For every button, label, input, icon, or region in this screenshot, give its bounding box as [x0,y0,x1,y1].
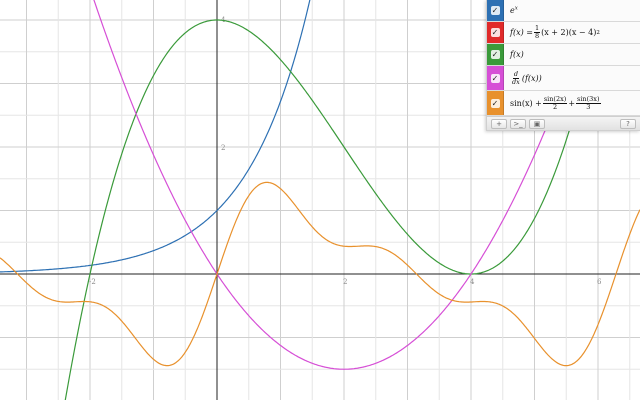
expression-toolbar: + >_ ▣ ? [487,116,640,130]
expression-color-swatch[interactable]: ✓ [487,22,504,43]
check-icon[interactable]: ✓ [490,6,500,15]
check-icon[interactable]: ✓ [490,98,500,108]
fraction-numerator: sin(3x) [576,94,601,104]
fraction: sin(3x) 3 [576,94,601,111]
help-button[interactable]: ? [620,118,636,129]
expression-color-swatch[interactable]: ✓ [487,66,504,90]
fraction-numerator: d [512,69,519,79]
expression-prefix: f(x) = [510,28,533,37]
x-tick-label: 4 [470,278,475,286]
fraction: sin(2x) 2 [542,94,568,111]
expression-formula[interactable]: f(x) [504,50,524,59]
expression-row-f-definition[interactable]: ✓ f(x) = 1 8 (x + 2)(x − 4) 2 [487,22,640,44]
expression-prefix: sin(x) + [510,98,542,108]
expression-row-trig-sum[interactable]: ✓ sin(x) + sin(2x) 2 + sin(3x) 3 [487,91,640,116]
f-curve[interactable] [35,0,638,400]
expression-color-swatch[interactable]: ✓ [487,44,504,65]
expression-f-text: f(x) [510,50,524,59]
add-expression-button[interactable]: + [491,118,507,129]
fraction-denominator: 3 [586,102,591,111]
function-button[interactable]: >_ [510,118,526,129]
y-tick-label: 2 [221,144,225,152]
x-tick-label: -2 [89,278,96,286]
expression-row-derivative[interactable]: ✓ d dx (f(x)) [487,66,640,91]
expression-suffix: (f(x)) [521,73,542,83]
expression-formula[interactable]: f(x) = 1 8 (x + 2)(x − 4) 2 [510,24,600,40]
expression-middle: + [568,98,576,108]
expression-panel: ✓ ex ✓ f(x) = 1 8 (x + 2)(x − 4) 2 ✓ [486,0,640,131]
check-icon[interactable]: ✓ [490,73,500,83]
x-tick-label: 2 [343,278,347,286]
expression-formula[interactable]: d dx (f(x)) [504,69,542,86]
screenshot-button[interactable]: ▣ [529,118,545,129]
expression-formula[interactable]: ex [504,6,518,15]
derivative-curve[interactable] [34,0,640,370]
trig-sum-curve[interactable] [0,181,640,367]
fraction-numerator: 1 [533,24,541,33]
exp-curve[interactable] [0,0,344,273]
check-icon[interactable]: ✓ [490,28,500,37]
x-tick-label: 6 [597,278,602,286]
fraction-denominator: 2 [553,102,558,111]
fraction: 1 8 [533,24,541,40]
expression-color-swatch[interactable]: ✓ [487,91,504,115]
check-icon[interactable]: ✓ [490,50,500,59]
expression-formula[interactable]: sin(x) + sin(2x) 2 + sin(3x) 3 [504,94,602,111]
fraction: d dx [511,69,521,86]
expression-row-f[interactable]: ✓ f(x) [487,44,640,66]
expression-row-exp[interactable]: ✓ ex [487,0,640,22]
expression-suffix: (x + 2)(x − 4) [541,28,597,37]
expression-exp-text: ex [510,5,518,15]
expression-color-swatch[interactable]: ✓ [487,0,504,21]
fraction-denominator: 8 [534,32,540,40]
fraction-denominator: dx [512,77,520,86]
fraction-numerator: sin(2x) [542,94,568,104]
